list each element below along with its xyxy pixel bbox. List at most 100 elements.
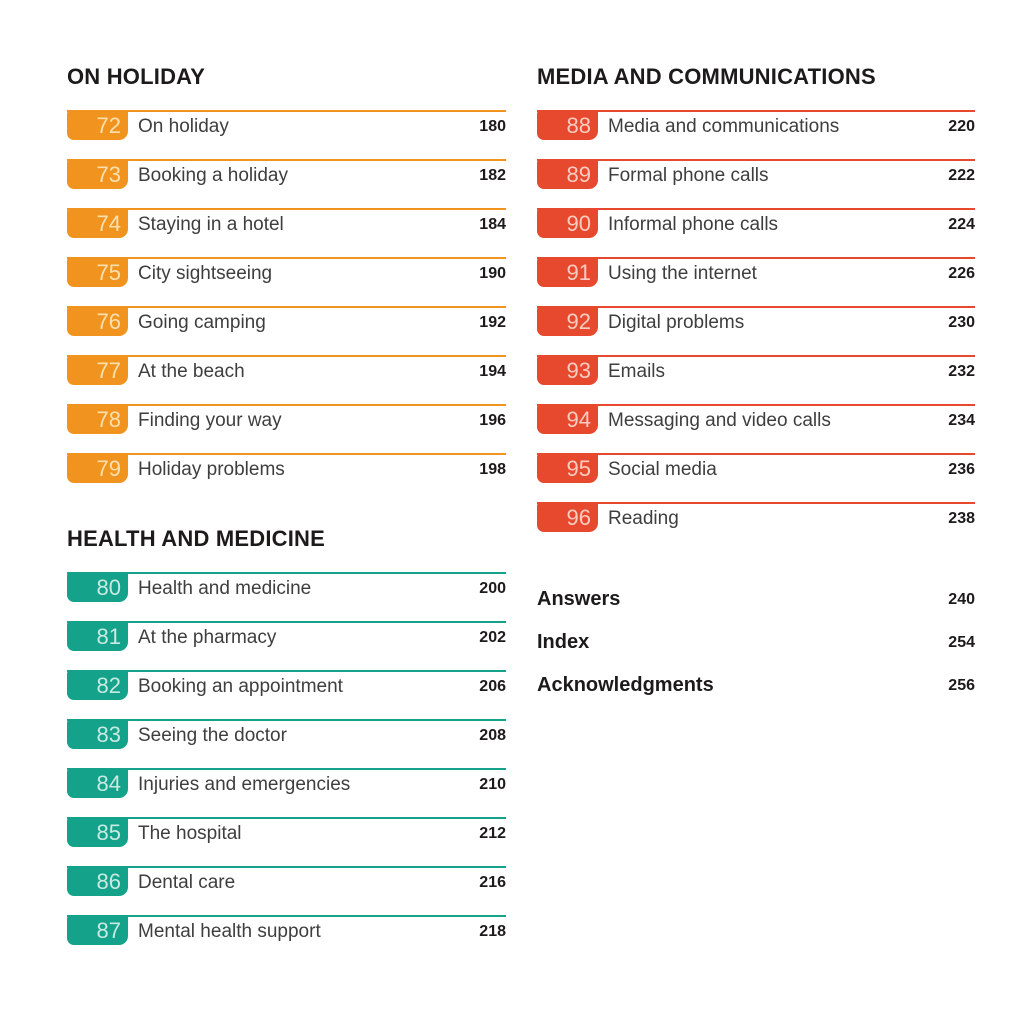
unit-page-number: 222: [948, 167, 975, 184]
row-divider-line: [67, 355, 506, 357]
row-divider-line: [67, 915, 506, 917]
unit-title: At the beach: [138, 361, 245, 382]
backmatter-label: Acknowledgments: [537, 674, 714, 696]
unit-title: Messaging and video calls: [608, 410, 831, 431]
unit-title: Seeing the doctor: [138, 725, 287, 746]
unit-title: Going camping: [138, 312, 266, 333]
section-rows: 88 Media and communications 220 89 Formal ph…: [537, 110, 975, 551]
toc-row: 76 Going camping 192: [67, 306, 506, 355]
backmatter-label: Answers: [537, 588, 621, 610]
unit-title: Using the internet: [608, 263, 757, 284]
unit-number-badge: 95: [537, 453, 598, 483]
unit-title: City sightseeing: [138, 263, 273, 284]
backmatter-row: Index 254: [537, 630, 975, 673]
row-divider-line: [537, 355, 975, 357]
unit-page-number: 182: [479, 167, 506, 184]
row-divider-line: [67, 719, 506, 721]
unit-number-badge: 90: [537, 208, 598, 238]
toc-row: 86 Dental care 216: [67, 866, 506, 915]
toc-row: 84 Injuries and emergencies 210: [67, 768, 506, 817]
toc-row: 73 Booking a holiday 182: [67, 159, 506, 208]
unit-number-badge: 83: [67, 719, 128, 749]
toc-row: 94 Messaging and video calls 234: [537, 404, 975, 453]
unit-page-number: 212: [479, 825, 506, 842]
unit-title: Health and medicine: [138, 578, 312, 599]
unit-number-badge: 84: [67, 768, 128, 798]
toc-row: 87 Mental health support 218: [67, 915, 506, 964]
backmatter-row: Acknowledgments 256: [537, 673, 975, 716]
unit-number-badge: 93: [537, 355, 598, 385]
toc-row: 80 Health and medicine 200: [67, 572, 506, 621]
row-divider-line: [537, 257, 975, 259]
unit-number-badge: 80: [67, 572, 128, 602]
unit-title: Digital problems: [608, 312, 745, 333]
unit-number-badge: 91: [537, 257, 598, 287]
unit-number-badge: 82: [67, 670, 128, 700]
unit-page-number: 202: [479, 629, 506, 646]
unit-title: Social media: [608, 459, 717, 480]
row-divider-line: [537, 502, 975, 504]
backmatter-page-number: 254: [948, 634, 975, 651]
toc-row: 90 Informal phone calls 224: [537, 208, 975, 257]
backmatter-label: Index: [537, 631, 590, 653]
unit-title: Finding your way: [138, 410, 282, 431]
row-divider-line: [537, 453, 975, 455]
row-divider-line: [67, 768, 506, 770]
backmatter-page-number: 256: [948, 677, 975, 694]
unit-page-number: 210: [479, 776, 506, 793]
unit-page-number: 200: [479, 580, 506, 597]
backmatter-page-number: 240: [948, 591, 975, 608]
toc-row: 78 Finding your way 196: [67, 404, 506, 453]
toc-row: 83 Seeing the doctor 208: [67, 719, 506, 768]
unit-number-badge: 74: [67, 208, 128, 238]
toc-row: 75 City sightseeing 190: [67, 257, 506, 306]
toc-row: 88 Media and communications 220: [537, 110, 975, 159]
unit-title: Booking a holiday: [138, 165, 288, 186]
unit-title: Dental care: [138, 872, 236, 893]
unit-title: Informal phone calls: [608, 214, 779, 235]
unit-page-number: 224: [948, 216, 975, 233]
unit-page-number: 218: [479, 923, 506, 940]
row-divider-line: [67, 621, 506, 623]
section-heading: ON HOLIDAY: [67, 64, 206, 89]
unit-number-badge: 73: [67, 159, 128, 189]
unit-page-number: 192: [479, 314, 506, 331]
unit-number-badge: 79: [67, 453, 128, 483]
toc-row: 79 Holiday problems 198: [67, 453, 506, 502]
toc-section-health-and-medicine: HEALTH AND MEDICINE 80 Health and medicine…: [67, 526, 506, 964]
unit-title: At the pharmacy: [138, 627, 277, 648]
unit-number-badge: 92: [537, 306, 598, 336]
unit-title: Formal phone calls: [608, 165, 769, 186]
unit-page-number: 234: [948, 412, 975, 429]
unit-page-number: 232: [948, 363, 975, 380]
unit-number-badge: 87: [67, 915, 128, 945]
unit-number-badge: 88: [537, 110, 598, 140]
toc-row: 81 At the pharmacy 202: [67, 621, 506, 670]
toc-right-column: MEDIA AND COMMUNICATIONS 88 Media and comm…: [537, 64, 975, 716]
row-divider-line: [67, 159, 506, 161]
toc-row: 91 Using the internet 226: [537, 257, 975, 306]
unit-title: Holiday problems: [138, 459, 285, 480]
row-divider-line: [537, 306, 975, 308]
unit-title: Staying in a hotel: [138, 214, 284, 235]
unit-number-badge: 78: [67, 404, 128, 434]
unit-number-badge: 77: [67, 355, 128, 385]
unit-page-number: 216: [479, 874, 506, 891]
toc-row: 85 The hospital 212: [67, 817, 506, 866]
unit-page-number: 208: [479, 727, 506, 744]
row-divider-line: [537, 110, 975, 112]
toc-row: 89 Formal phone calls 222: [537, 159, 975, 208]
row-divider-line: [67, 257, 506, 259]
unit-page-number: 206: [479, 678, 506, 695]
backmatter-list: Answers 240 Index 254 Acknowledgments 256: [537, 587, 975, 716]
unit-page-number: 194: [479, 363, 506, 380]
unit-title: Emails: [608, 361, 666, 382]
section-heading: MEDIA AND COMMUNICATIONS: [537, 64, 876, 89]
unit-number-badge: 72: [67, 110, 128, 140]
toc-row: 72 On holiday 180: [67, 110, 506, 159]
toc-row: 74 Staying in a hotel 184: [67, 208, 506, 257]
section-rows: 72 On holiday 180 73 Booking a holiday 182 74 S…: [67, 110, 506, 502]
section-rows: 80 Health and medicine 200 81 At the pharmac…: [67, 572, 506, 964]
unit-page-number: 180: [479, 118, 506, 135]
